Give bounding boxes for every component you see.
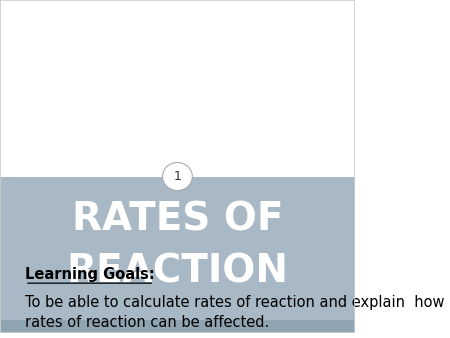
Text: RATES OF: RATES OF	[72, 201, 283, 239]
Text: REACTION: REACTION	[67, 252, 288, 290]
FancyBboxPatch shape	[0, 0, 355, 176]
Circle shape	[162, 163, 192, 191]
FancyBboxPatch shape	[0, 176, 355, 333]
Text: To be able to calculate rates of reaction and explain  how
rates of reaction can: To be able to calculate rates of reactio…	[25, 295, 444, 330]
Text: Learning Goals:: Learning Goals:	[25, 267, 155, 282]
FancyBboxPatch shape	[0, 320, 355, 333]
Text: 1: 1	[174, 170, 181, 183]
